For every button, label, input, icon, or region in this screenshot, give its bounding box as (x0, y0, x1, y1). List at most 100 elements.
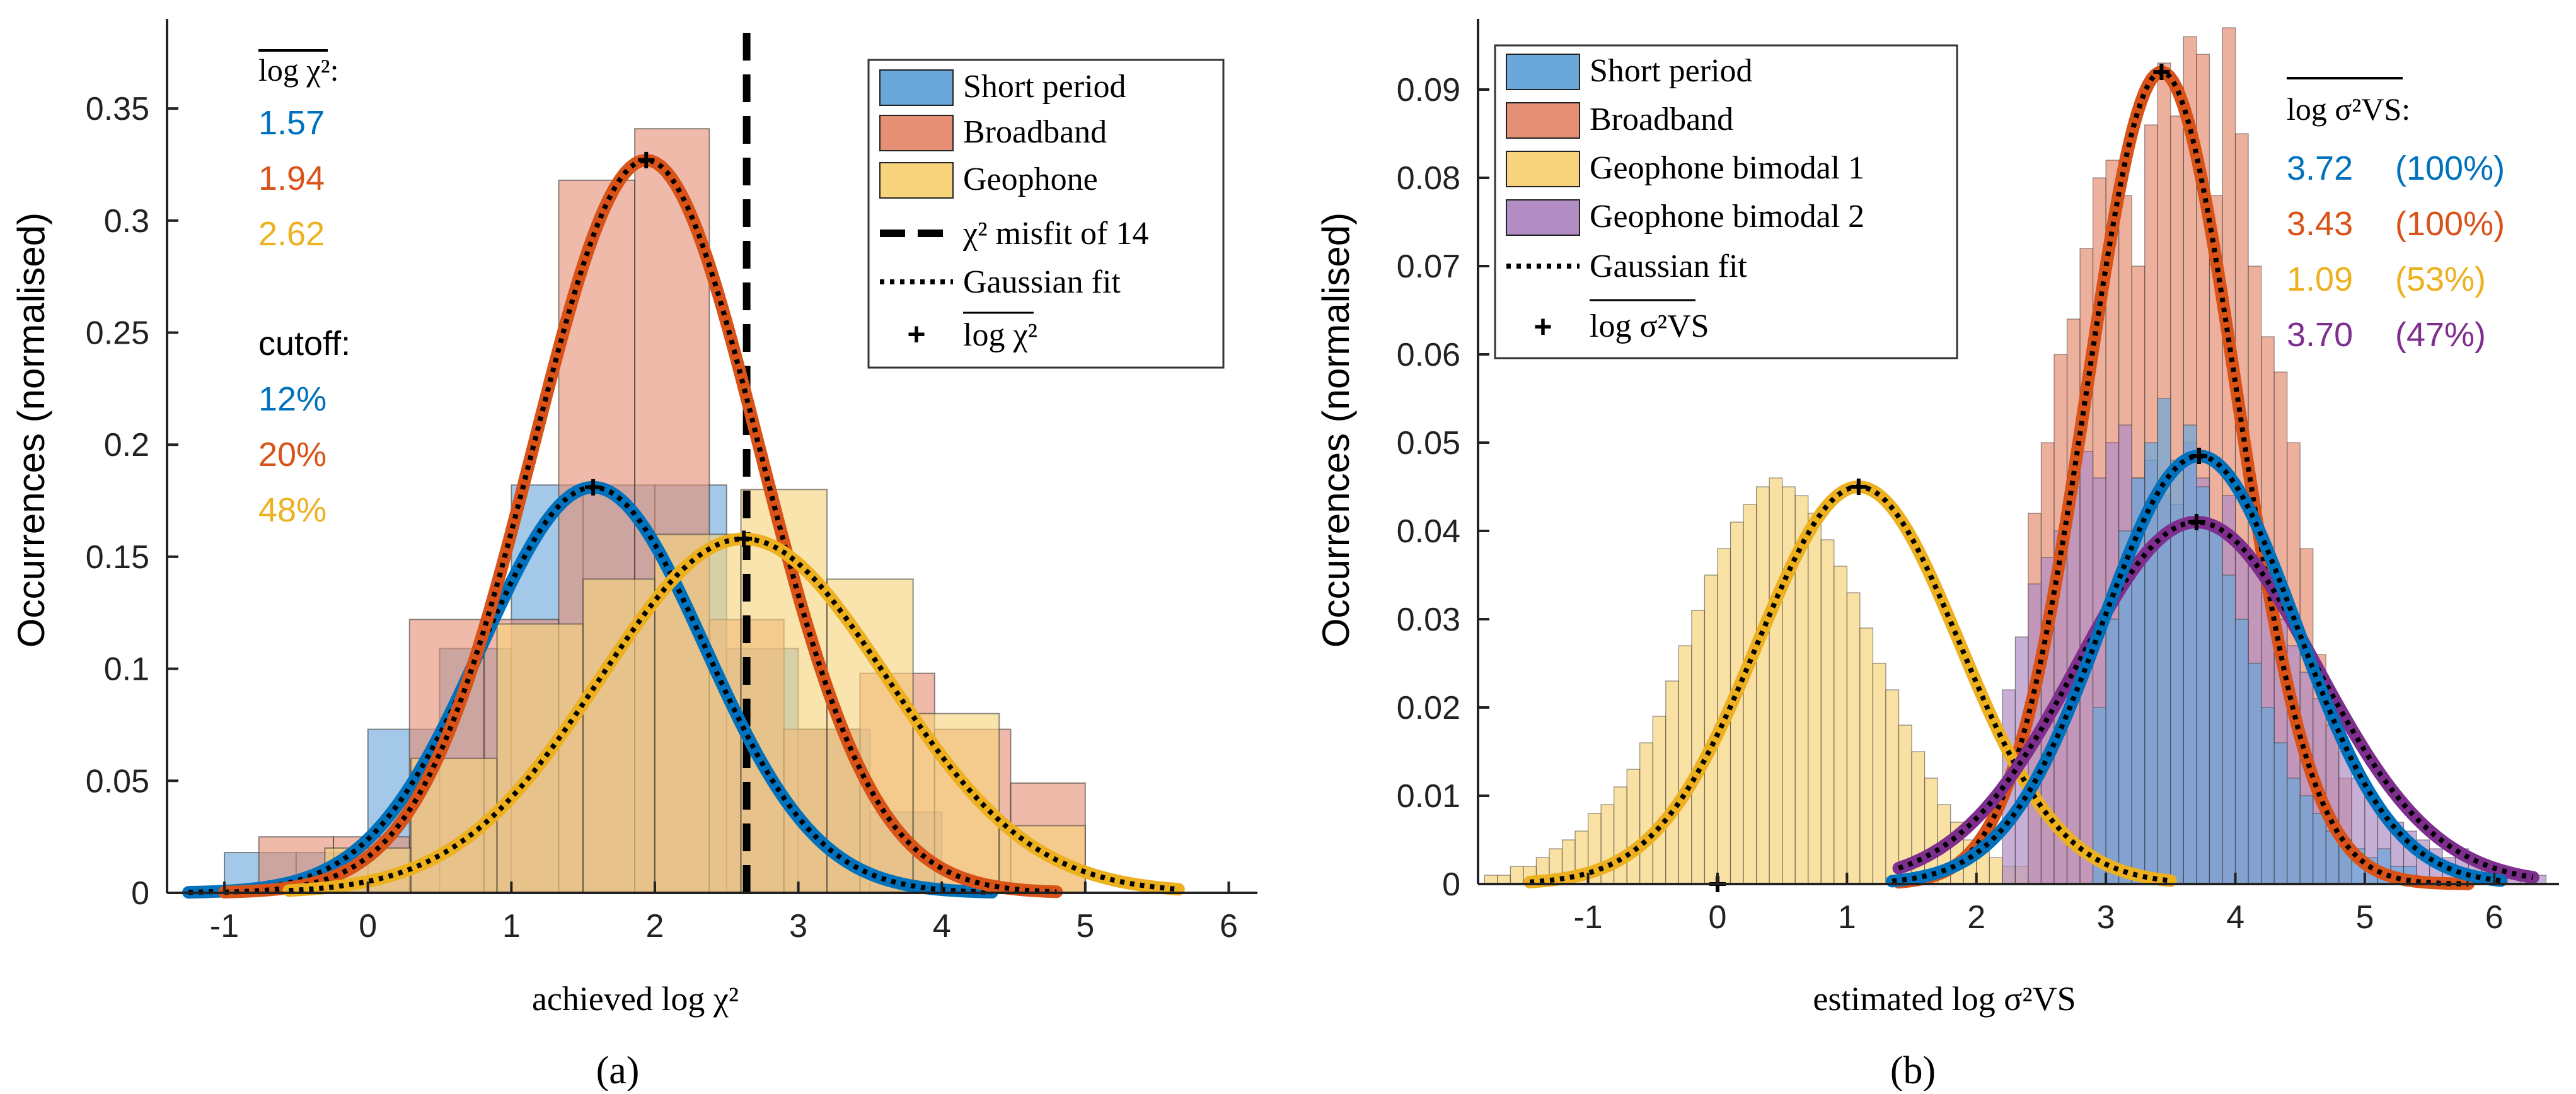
panel-a-caption: (a) (596, 1049, 640, 1091)
bar-short-period-9 (2209, 530, 2223, 885)
y-tick-label-6: 0.3 (104, 203, 149, 240)
panel-b-pct-broadband: (100%) (2395, 205, 2505, 243)
bar-geophone-3 (582, 578, 656, 893)
y-tick-label-5: 0.05 (1397, 425, 1460, 462)
bar-geophone-4 (654, 533, 742, 893)
y-tick-label-7: 0.35 (86, 91, 149, 127)
panel-a-axes: -1 0 1 2 3 4 5 6 0 0.05 0.1 0.15 0.2 0.25 0.3 0.35 (86, 19, 1257, 945)
bar-short-period-7 (2183, 424, 2197, 885)
panel-a-cutoff-label: cutoff: (258, 325, 350, 363)
bar-geophone-bimodal-1-25 (1808, 513, 1822, 885)
panel-a-mean-markers (585, 151, 753, 547)
panel-a-cutoff-short-period: 12% (258, 380, 326, 418)
panel-a-histograms (224, 128, 1086, 894)
legend-a-broadband: Broadband (963, 114, 1107, 150)
y-tick-label-3: 0.15 (86, 539, 149, 576)
bar-geophone-bimodal-1-14 (1665, 680, 1679, 885)
y-tick-label-0: 0 (131, 875, 149, 912)
bar-geophone-bimodal-1-21 (1755, 486, 1770, 885)
x-tick-label-5: 5 (2355, 899, 2374, 936)
x-tick-label--1: -1 (210, 908, 239, 945)
bar-short-period-8 (2196, 486, 2210, 885)
legend-b-plus-marker: + (1533, 309, 1552, 344)
panel-a-mean-geophone: 2.62 (258, 215, 325, 253)
x-tick-label-3: 3 (789, 908, 807, 945)
legend-a-swatch-geophone (879, 162, 954, 199)
panel-a: -1 0 1 2 3 4 5 6 0 0.05 0.1 0.15 0.2 0.25 0.3 0.35 achi… (10, 19, 1257, 1092)
panel-b-mean-geophone-1: 1.09 (2287, 260, 2353, 298)
x-tick-label-1: 1 (1838, 899, 1856, 936)
x-tick-label-3: 3 (2097, 899, 2115, 936)
bar-geophone-bimodal-1-12 (1639, 742, 1653, 885)
bar-geophone-bimodal-1-23 (1782, 486, 1796, 885)
bar-geophone-bimodal-1-0 (1484, 875, 1498, 885)
bar-geophone-bimodal-1-13 (1652, 716, 1666, 885)
legend-b-swatch-broadband (1506, 102, 1580, 139)
bar-geophone-bimodal-1-11 (1626, 769, 1641, 885)
panel-b-ylabel: Occurrences (normalised) (1315, 212, 1357, 648)
panel-b-annotations: log σ²VS: 3.72 (100%) 3.43 (100%) 1.09 (… (2287, 77, 2505, 354)
panel-b-axes: -1 0 1 2 3 4 5 6 0 0.01 0.02 0.03 0.04 0.05 0.06 0.07 0.… (1397, 19, 2559, 936)
panel-b-mean-broadband: 3.43 (2287, 205, 2353, 243)
panel-b-mean-header: log σ²VS: (2287, 91, 2410, 127)
x-tick-label-6: 6 (2485, 899, 2504, 936)
bar-geophone-bimodal-1-30 (1872, 663, 1886, 885)
legend-b-broadband: Broadband (1590, 102, 1733, 137)
bar-geophone-bimodal-1-39 (1989, 857, 2003, 885)
y-tick-label-4: 0.2 (104, 427, 149, 463)
y-tick-label-3: 0.03 (1397, 602, 1460, 638)
panel-b-mean-short-period: 3.72 (2287, 149, 2353, 187)
y-tick-label-6: 0.06 (1397, 337, 1460, 373)
bar-geophone-bimodal-1-2 (1510, 866, 1524, 885)
x-tick-label-6: 6 (1220, 908, 1238, 945)
legend-a-swatch-broadband (879, 115, 954, 151)
bar-geophone-bimodal-1-31 (1885, 689, 1900, 885)
fit-dots-broadband (1898, 69, 2469, 887)
panel-b-pct-short-period: (100%) (2395, 149, 2505, 187)
panel-a-legend: Short period Broadband Geophone χ² misfi… (867, 59, 1225, 369)
fit-dots-geophone (289, 536, 1179, 893)
x-tick-label-4: 4 (933, 908, 951, 945)
bar-short-period-15 (2287, 777, 2301, 885)
legend-a-mean: log χ² (963, 317, 1037, 353)
panel-a-mean-short-period: 1.57 (258, 104, 325, 142)
bar-short-period-11 (2234, 619, 2249, 885)
panel-a-mean-broadband: 1.94 (258, 160, 325, 197)
bar-geophone-bimodal-1-1 (1497, 875, 1511, 885)
bar-geophone-bimodal-1-28 (1846, 592, 1861, 885)
panel-a-legend-box (867, 59, 1225, 369)
legend-a-plus-marker: + (907, 317, 925, 352)
bar-geophone-bimodal-1-29 (1859, 627, 1874, 885)
panel-a-ylabel: Occurrences (normalised) (10, 212, 52, 648)
bar-geophone-bimodal-1-20 (1743, 504, 1757, 885)
legend-b-geophone-2: Geophone bimodal 2 (1590, 199, 1864, 235)
x-tick-label--1: -1 (1573, 899, 1602, 936)
panel-a-mean-header: log χ²: (258, 52, 338, 88)
x-tick-label-4: 4 (2226, 899, 2244, 936)
bar-short-period-16 (2299, 795, 2314, 885)
y-tick-label-7: 0.07 (1397, 248, 1460, 285)
legend-a-geophone: Geophone (963, 161, 1098, 197)
y-tick-label-2: 0.1 (104, 651, 149, 688)
x-tick-label-2: 2 (1967, 899, 1985, 936)
legend-a-threshold: χ² misfit of 14 (962, 216, 1148, 252)
legend-b-swatch-short-period (1506, 54, 1580, 90)
x-tick-label-0: 0 (1709, 899, 1727, 936)
panel-b-pct-geophone-2: (47%) (2395, 316, 2486, 354)
legend-a-gaussian: Gaussian fit (963, 264, 1121, 300)
bar-geophone-bimodal-1-16 (1691, 610, 1706, 885)
legend-a-swatch-short-period (879, 69, 954, 106)
fit-dots-geophone-bimodal-1 (1529, 484, 2171, 885)
legend-b-mean: log σ²VS (1590, 308, 1709, 344)
fit-dots-geophone-bimodal-2 (1898, 519, 2534, 880)
legend-b-geophone-1: Geophone bimodal 1 (1590, 150, 1864, 186)
bar-short-period-13 (2261, 707, 2275, 885)
y-tick-label-1: 0.05 (86, 763, 149, 800)
bar-short-period-14 (2273, 742, 2288, 885)
bar-geophone-bimodal-1-27 (1834, 566, 1847, 885)
bar-geophone-bimodal-1-10 (1614, 786, 1627, 885)
bar-short-period-17 (2313, 813, 2326, 885)
panel-a-cutoff-broadband: 20% (258, 436, 326, 474)
fit-dots-short-period (1892, 453, 2502, 884)
